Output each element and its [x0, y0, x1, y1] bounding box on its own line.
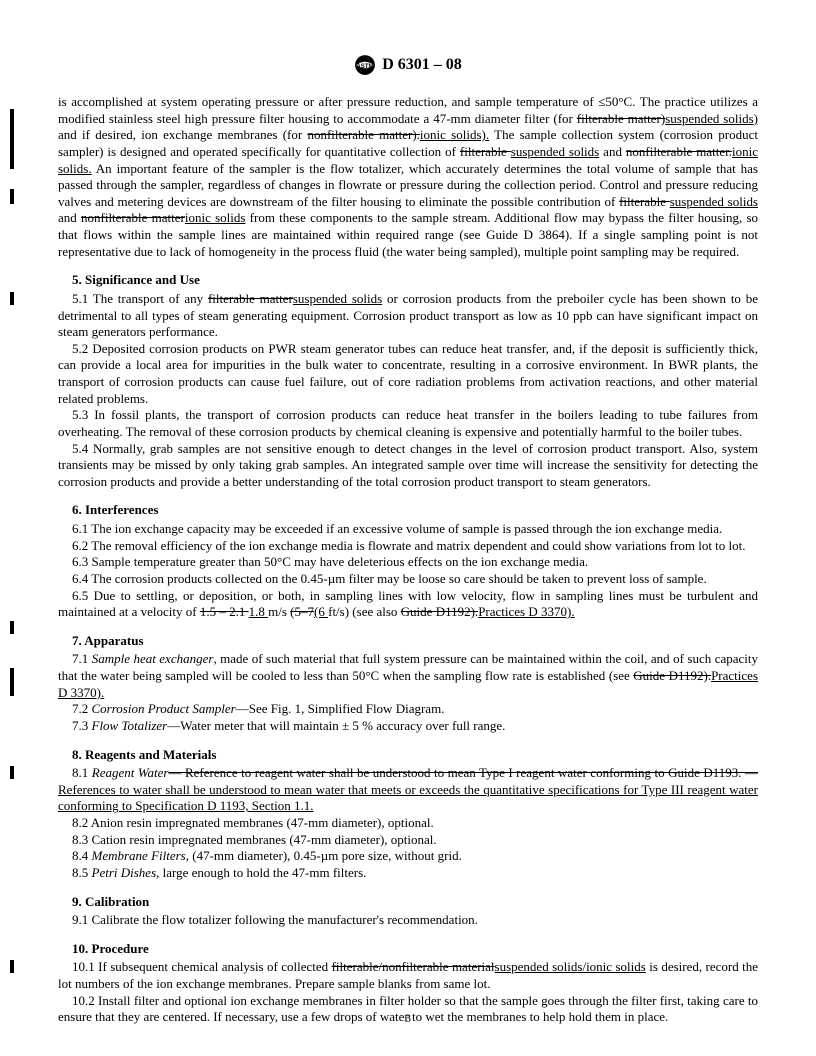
changebar-icon — [10, 621, 14, 634]
s8-block: 8.1 Reagent Water— Reference to reagent … — [58, 765, 758, 881]
inserted-text: ionic solids). — [420, 127, 489, 142]
para-6-4: 6.4 The corrosion products collected on … — [58, 571, 758, 588]
inserted-text: References to water shall be understood … — [58, 782, 758, 814]
inserted-text: suspended solids — [511, 144, 599, 159]
page-number: 3 — [0, 1011, 816, 1026]
deleted-text: 1.5 – 2.1 — [200, 604, 249, 619]
text: and if desired, ion exchange membranes (… — [58, 127, 307, 142]
text: , large enough to hold the 47-mm filters… — [156, 865, 366, 880]
para-8-4: 8.4 Membrane Filters, (47-mm diameter), … — [58, 848, 758, 865]
text: 7.3 — [72, 718, 92, 733]
deleted-text: Guide D1192). — [401, 604, 479, 619]
s7-block: 7.1 Sample heat exchanger, made of such … — [58, 651, 758, 734]
section-7-title: 7. Apparatus — [58, 633, 758, 650]
para-6-5: 6.5 Due to settling, or deposition, or b… — [58, 588, 758, 621]
page-header: ASTM D 6301 – 08 — [58, 54, 758, 76]
intro-paragraph: is accomplished at system operating pres… — [58, 94, 758, 260]
term: Sample heat exchanger — [92, 651, 214, 666]
deleted-text: — Reference to reagent water shall be un… — [168, 765, 758, 780]
inserted-text: Practices D 3370). — [478, 604, 574, 619]
section-10-title: 10. Procedure — [58, 941, 758, 958]
inserted-text: suspended solids — [293, 291, 382, 306]
text: 8.4 — [72, 848, 92, 863]
term: Flow Totalizer — [92, 718, 168, 733]
inserted-text: suspended solids/ionic solids — [495, 959, 646, 974]
para-10-1: 10.1 If subsequent chemical analysis of … — [58, 959, 758, 992]
deleted-text: nonfilterable matter — [81, 210, 185, 225]
deleted-text: filterable — [619, 194, 670, 209]
para-5-3: 5.3 In fossil plants, the transport of c… — [58, 407, 758, 440]
para-6-3: 6.3 Sample temperature greater than 50°C… — [58, 554, 758, 571]
inserted-text: ionic solids — [185, 210, 246, 225]
designation: D 6301 – 08 — [382, 55, 462, 75]
para-6-2: 6.2 The removal efficiency of the ion ex… — [58, 538, 758, 555]
para-5-4: 5.4 Normally, grab samples are not sensi… — [58, 441, 758, 491]
term: Membrane Filters — [92, 848, 186, 863]
text: —Water meter that will maintain ± 5 % ac… — [167, 718, 505, 733]
deleted-text: nonfilterable matter). — [307, 127, 419, 142]
para-6-1: 6.1 The ion exchange capacity may be exc… — [58, 521, 758, 538]
text: 5.1 The transport of any — [72, 291, 208, 306]
text: 7.2 — [72, 701, 92, 716]
changebar-icon — [10, 960, 14, 973]
para-7-3: 7.3 Flow Totalizer—Water meter that will… — [58, 718, 758, 735]
text: , (47-mm diameter), 0.45-µm pore size, w… — [186, 848, 462, 863]
changebar-icon — [10, 189, 14, 204]
para-5-2: 5.2 Deposited corrosion products on PWR … — [58, 341, 758, 408]
changebar-icon — [10, 292, 14, 305]
svg-text:ASTM: ASTM — [357, 64, 374, 70]
term: Reagent Water — [92, 765, 169, 780]
changebar-icon — [10, 109, 14, 169]
intro-block: is accomplished at system operating pres… — [58, 94, 758, 260]
para-8-2: 8.2 Anion resin impregnated membranes (4… — [58, 815, 758, 832]
page: ASTM D 6301 – 08 is accomplished at syst… — [0, 0, 816, 1056]
text: —See Fig. 1, Simplified Flow Diagram. — [236, 701, 445, 716]
deleted-text: (5–7 — [290, 604, 314, 619]
para-5-1: 5.1 The transport of any filterable matt… — [58, 291, 758, 341]
deleted-text: Guide D1192). — [633, 668, 711, 683]
deleted-text: filterable matter — [208, 291, 293, 306]
section-8-title: 8. Reagents and Materials — [58, 747, 758, 764]
changebar-icon — [10, 668, 14, 696]
text: 8.1 — [72, 765, 92, 780]
inserted-text: (6 — [314, 604, 328, 619]
s5-block: 5.1 The transport of any filterable matt… — [58, 291, 758, 491]
text: m/s — [268, 604, 290, 619]
text: and — [599, 144, 626, 159]
para-7-1: 7.1 Sample heat exchanger, made of such … — [58, 651, 758, 701]
deleted-text: filterable matter) — [577, 111, 665, 126]
term: Corrosion Product Sampler — [92, 701, 236, 716]
para-8-1: 8.1 Reagent Water— Reference to reagent … — [58, 765, 758, 815]
section-9-title: 9. Calibration — [58, 894, 758, 911]
para-7-2: 7.2 Corrosion Product Sampler—See Fig. 1… — [58, 701, 758, 718]
text: and — [58, 210, 81, 225]
text: 7.1 — [72, 651, 92, 666]
term: Petri Dishes — [92, 865, 157, 880]
text: 8.5 — [72, 865, 92, 880]
deleted-text: filterable — [460, 144, 511, 159]
s6-block: 6.1 The ion exchange capacity may be exc… — [58, 521, 758, 621]
text: ft/s) (see also — [328, 604, 401, 619]
astm-logo-icon: ASTM — [354, 54, 376, 76]
deleted-text: nonfilterable matter. — [626, 144, 732, 159]
para-8-5: 8.5 Petri Dishes, large enough to hold t… — [58, 865, 758, 882]
inserted-text: suspended solids — [670, 194, 758, 209]
para-9-1: 9.1 Calibrate the flow totalizer followi… — [58, 912, 758, 929]
section-6-title: 6. Interferences — [58, 502, 758, 519]
deleted-text: filterable/nonfilterable material — [332, 959, 495, 974]
para-8-3: 8.3 Cation resin impregnated membranes (… — [58, 832, 758, 849]
text: 10.1 If subsequent chemical analysis of … — [72, 959, 332, 974]
changebar-icon — [10, 766, 14, 779]
inserted-text: 1.8 — [249, 604, 269, 619]
inserted-text: suspended solids) — [665, 111, 758, 126]
section-5-title: 5. Significance and Use — [58, 272, 758, 289]
